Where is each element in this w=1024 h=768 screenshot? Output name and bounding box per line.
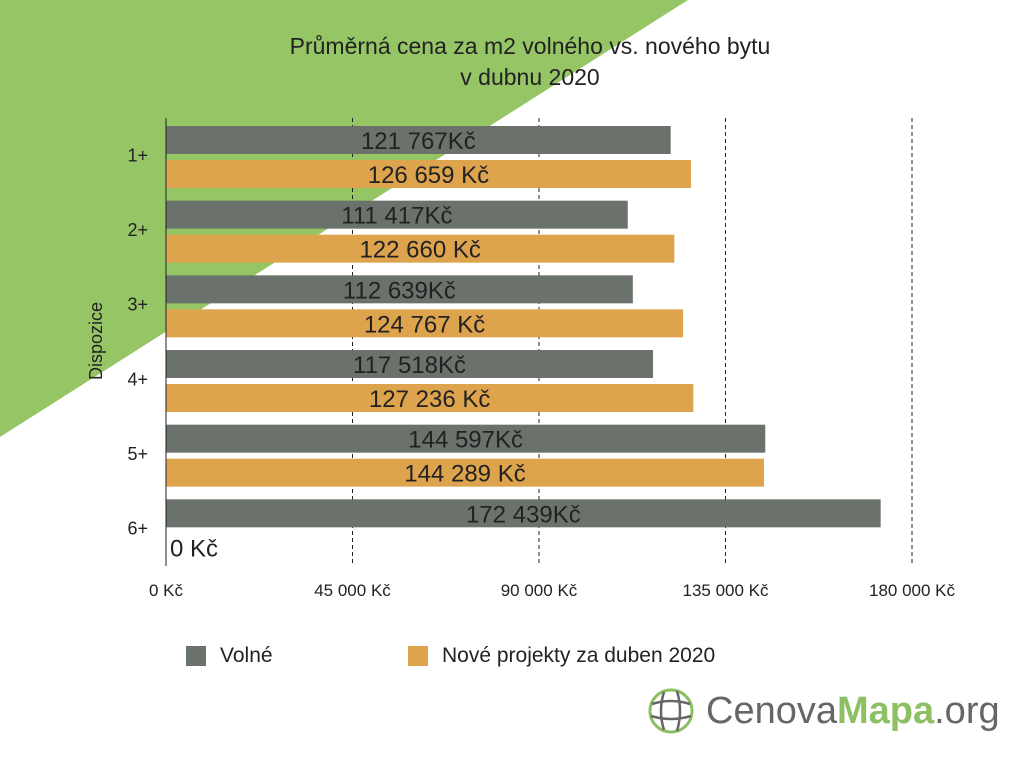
legend-label-free: Volné — [220, 644, 273, 667]
x-tick-label: 90 000 Kč — [501, 581, 578, 600]
legend-swatch-new — [408, 646, 428, 666]
bar-new — [166, 309, 684, 338]
chart-title-line2: v dubnu 2020 — [460, 64, 600, 90]
bar-new — [166, 160, 691, 188]
data-label: 124 767 Kč — [364, 311, 485, 338]
data-label: 117 518Kč — [353, 352, 466, 379]
bar-free — [166, 499, 881, 528]
legend-item-free: Volné — [186, 644, 273, 668]
category-label: 1+ — [127, 145, 148, 165]
x-tick-label: 45 000 Kč — [314, 581, 391, 600]
legend-swatch-free — [186, 646, 206, 666]
legend-label-new: Nové projekty za duben 2020 — [442, 644, 716, 667]
bar-free — [166, 350, 654, 378]
bar-free — [166, 275, 633, 304]
category-label: 2+ — [127, 220, 148, 240]
data-label: 172 439Kč — [466, 501, 581, 528]
cenovamapa-logo: CenovaMapa.org — [646, 686, 1000, 736]
category-label: 4+ — [127, 369, 148, 389]
bar-new — [166, 458, 764, 487]
category-label: 6+ — [127, 519, 148, 539]
data-label: 121 767Kč — [361, 128, 476, 155]
data-label: 112 639Kč — [343, 277, 456, 304]
data-label: 144 597Kč — [408, 427, 523, 454]
data-label: 144 289 Kč — [404, 461, 525, 488]
bar-free — [166, 424, 766, 453]
bar-new — [166, 384, 694, 412]
logo-text-org: .org — [934, 689, 1000, 732]
category-label: 3+ — [127, 295, 148, 315]
x-tick-label: 180 000 Kč — [869, 581, 956, 600]
legend-item-new: Nové projekty za duben 2020 — [408, 644, 715, 668]
data-label: 127 236 Kč — [369, 386, 490, 413]
bar-free — [166, 200, 628, 229]
data-label: 126 659 Kč — [368, 162, 489, 189]
category-label: 5+ — [127, 444, 148, 464]
bar-free — [166, 126, 671, 154]
data-label: 122 660 Kč — [359, 237, 480, 264]
logo-text-mapa: Mapa — [836, 689, 935, 732]
chart-title-line1: Průměrná cena za m2 volného vs. nového b… — [289, 33, 771, 59]
bar-new — [166, 234, 675, 263]
x-tick-label: 0 Kč — [149, 581, 184, 600]
globe-icon — [648, 688, 694, 734]
x-tick-label: 135 000 Kč — [682, 581, 769, 600]
logo-text-cenova: Cenova — [706, 689, 837, 732]
data-label: 0 Kč — [170, 535, 218, 562]
y-axis-title: Dispozice — [86, 302, 106, 380]
data-label: 111 417Kč — [341, 203, 452, 230]
